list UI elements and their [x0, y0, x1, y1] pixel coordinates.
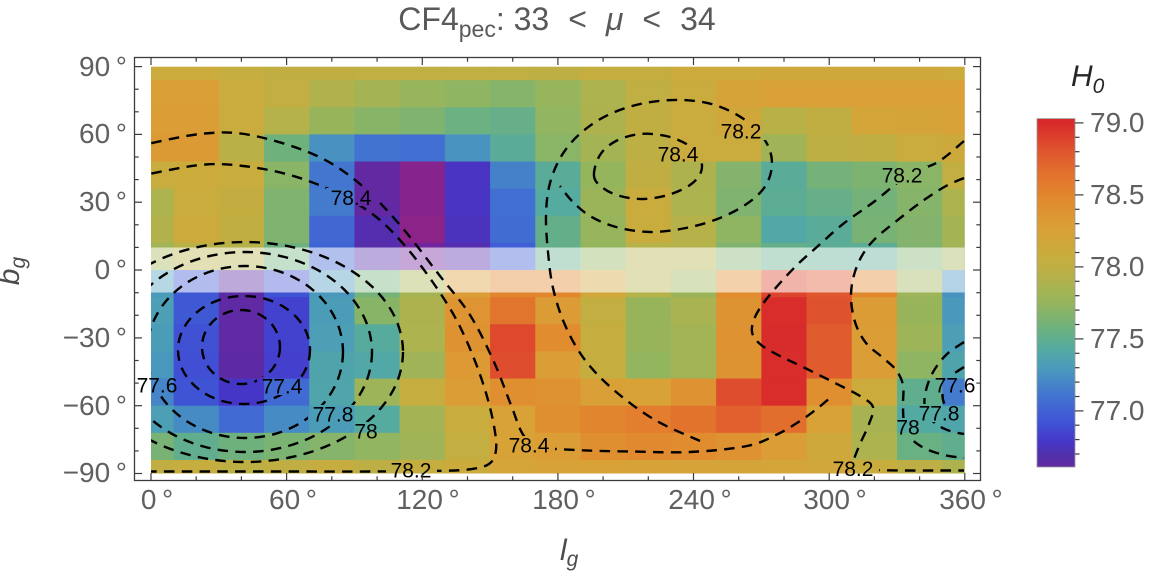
svg-text:77.6: 77.6	[935, 375, 976, 398]
svg-text:78: 78	[896, 417, 919, 440]
svg-text:240 °: 240 °	[668, 484, 732, 515]
svg-text:−30 °: −30 °	[63, 322, 127, 353]
svg-text:77.0: 77.0	[1090, 395, 1145, 426]
svg-text:180 °: 180 °	[532, 484, 596, 515]
svg-text:78.4: 78.4	[658, 144, 699, 167]
svg-text:77.6: 77.6	[137, 375, 178, 398]
svg-text:0 °: 0 °	[141, 484, 173, 515]
svg-text:78.4: 78.4	[331, 187, 372, 210]
svg-text:bg: bg	[0, 257, 30, 286]
svg-text:77.5: 77.5	[1090, 323, 1145, 354]
svg-text:lg: lg	[560, 534, 579, 571]
svg-text:90 °: 90 °	[79, 51, 127, 82]
svg-text:0 °: 0 °	[95, 254, 127, 285]
svg-text:79.0: 79.0	[1090, 107, 1145, 138]
svg-text:60 °: 60 °	[269, 484, 317, 515]
svg-text:78.2: 78.2	[391, 460, 432, 483]
svg-text:77.4: 77.4	[262, 376, 303, 399]
svg-text:78.2: 78.2	[721, 121, 762, 144]
svg-text:78: 78	[354, 421, 377, 444]
svg-text:CF4pec: 33<μ<34: CF4pec: 33 < μ <34	[398, 1, 715, 42]
svg-text:77.8: 77.8	[919, 403, 960, 426]
svg-text:78.0: 78.0	[1090, 251, 1145, 282]
svg-text:120 °: 120 °	[396, 484, 460, 515]
svg-text:78.2: 78.2	[833, 458, 874, 481]
svg-text:78.5: 78.5	[1090, 179, 1145, 210]
svg-text:360 °: 360 °	[939, 484, 1003, 515]
svg-text:300 °: 300 °	[803, 484, 867, 515]
svg-text:78.2: 78.2	[882, 165, 923, 188]
svg-text:77.8: 77.8	[313, 404, 354, 427]
svg-text:60 °: 60 °	[79, 118, 127, 149]
svg-text:−90 °: −90 °	[63, 457, 127, 488]
svg-text:30 °: 30 °	[79, 186, 127, 217]
svg-text:H0: H0	[1071, 60, 1105, 98]
svg-text:78.4: 78.4	[509, 435, 550, 458]
svg-text:−60 °: −60 °	[63, 390, 127, 421]
